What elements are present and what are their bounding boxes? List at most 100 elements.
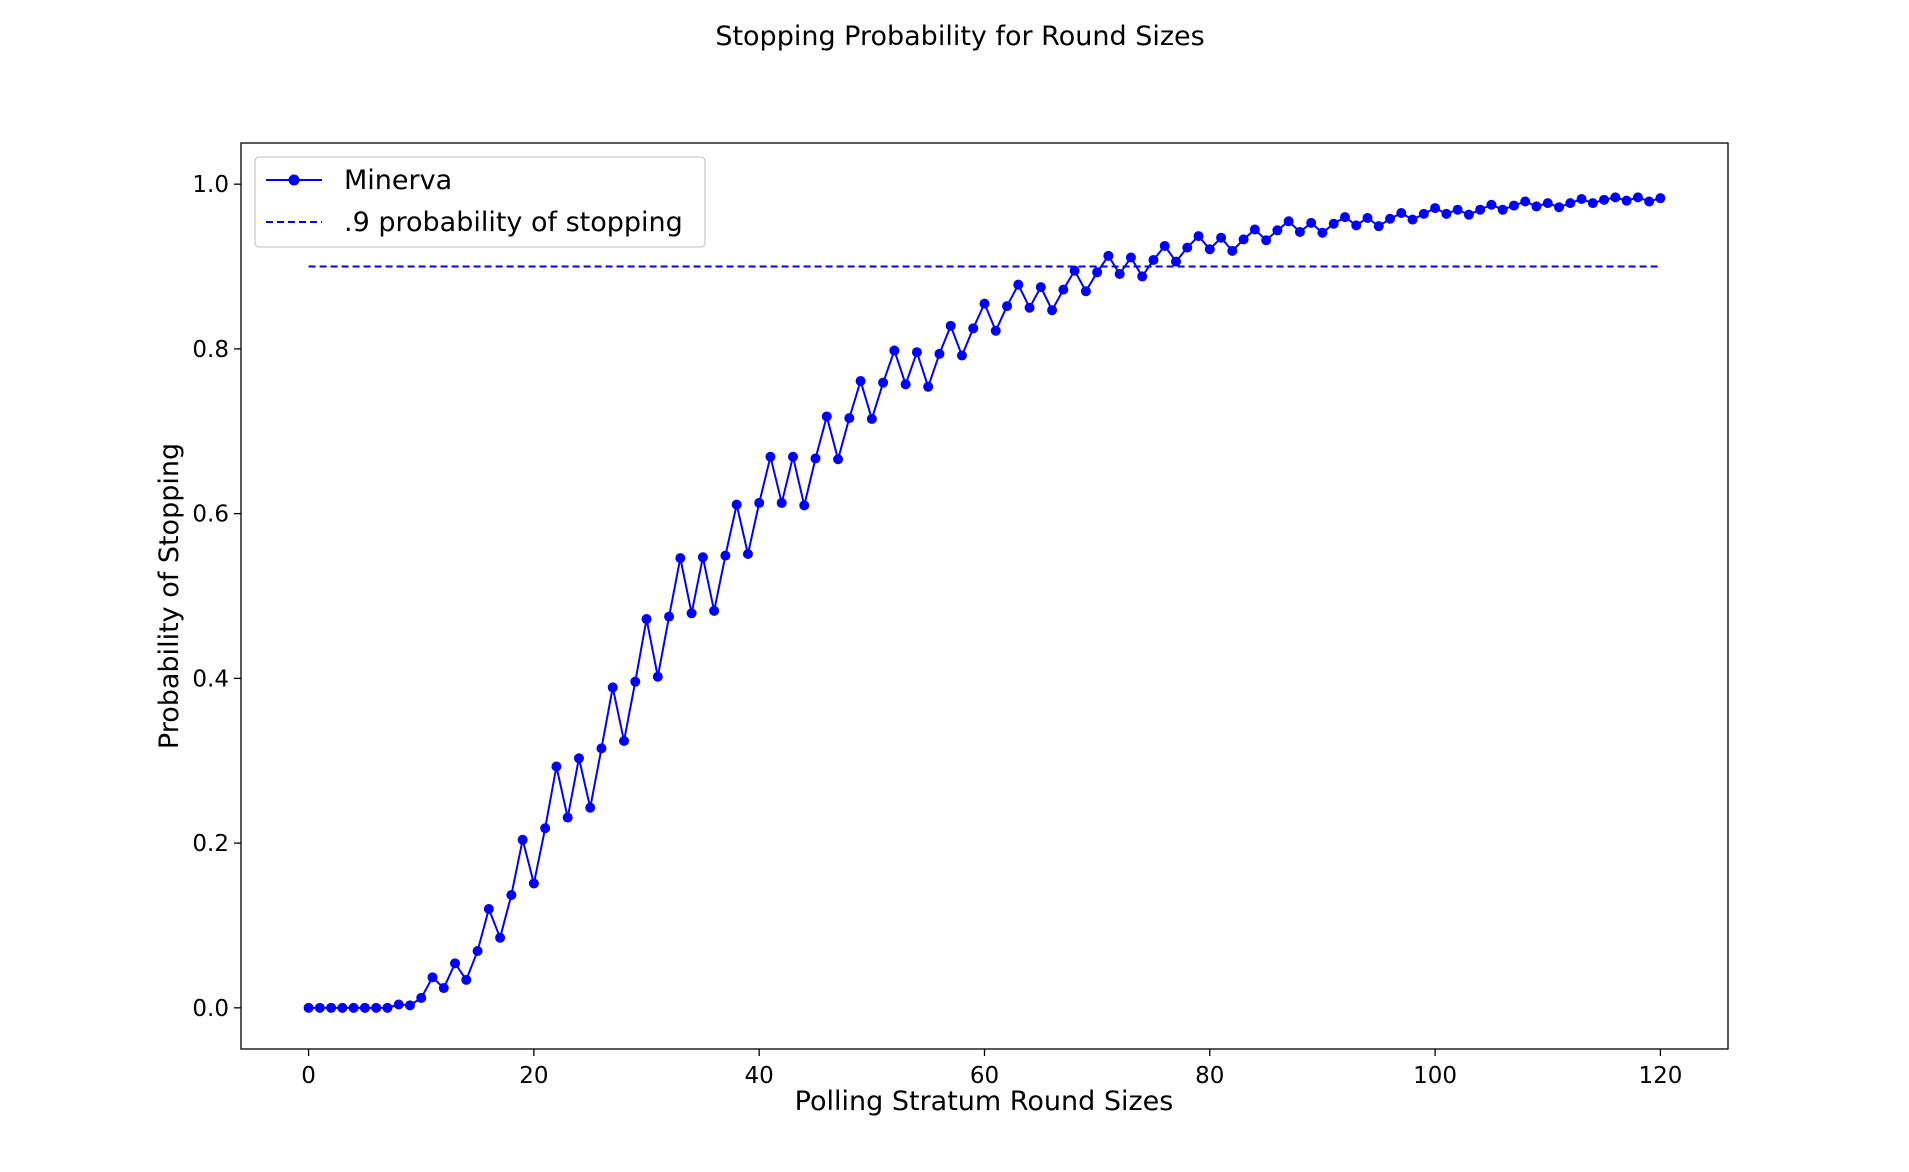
minerva-data-point (1610, 192, 1621, 203)
minerva-data-point (472, 945, 483, 956)
minerva-data-point (1024, 302, 1035, 313)
x-tick-label: 100 (1413, 1063, 1457, 1089)
minerva-data-point (1092, 267, 1103, 278)
minerva-data-point (1058, 284, 1069, 295)
minerva-data-point (1407, 214, 1418, 225)
minerva-data-point (1362, 212, 1373, 223)
x-tick-label: 80 (1195, 1063, 1224, 1089)
minerva-data-point (1249, 224, 1260, 235)
minerva-data-point (517, 834, 528, 845)
minerva-data-point (1182, 242, 1193, 253)
y-tick-label: 0.0 (192, 996, 229, 1022)
minerva-data-point (1508, 200, 1519, 211)
minerva-data-point (1373, 221, 1384, 232)
chart-title: Stopping Probability for Round Sizes (715, 21, 1204, 52)
minerva-data-point (878, 377, 889, 388)
minerva-data-point (585, 802, 596, 813)
legend-box (254, 156, 706, 248)
minerva-data-point (1554, 202, 1565, 213)
legend-label-minerva: Minerva (344, 165, 452, 196)
minerva-data-point (1621, 195, 1632, 206)
minerva-data-point (1475, 204, 1486, 215)
minerva-data-point (1002, 301, 1013, 312)
minerva-data-point (1148, 254, 1159, 265)
minerva-data-point (630, 676, 641, 687)
minerva-data-point (1328, 218, 1339, 229)
x-tick-label: 20 (519, 1063, 548, 1089)
minerva-data-point (1272, 225, 1283, 236)
minerva-data-point (326, 1002, 337, 1013)
minerva-data-point (1385, 213, 1396, 224)
minerva-data-point (1171, 256, 1182, 267)
minerva-data-point (1452, 204, 1463, 215)
minerva-data-point (742, 548, 753, 559)
minerva-data-point (562, 812, 573, 823)
minerva-data-point (855, 376, 866, 387)
x-tick-label: 120 (1638, 1063, 1682, 1089)
minerva-data-point (821, 411, 832, 422)
minerva-data-point (990, 325, 1001, 336)
minerva-data-point (641, 614, 652, 625)
x-axis: 0 20 40 60 80 100 120 (301, 1049, 1682, 1089)
minerva-data-point (1193, 231, 1204, 242)
y-tick-label: 0.2 (192, 831, 229, 857)
minerva-data-point (652, 671, 663, 682)
minerva-data-point (1069, 265, 1080, 276)
minerva-data-point (314, 1002, 325, 1013)
minerva-data-point (1565, 198, 1576, 209)
minerva-data-point (709, 605, 720, 616)
minerva-data-point (1261, 235, 1272, 246)
minerva-data-point (1035, 282, 1046, 293)
minerva-data-point (1497, 204, 1508, 215)
minerva-data-point (1542, 198, 1553, 209)
minerva-data-point (540, 823, 551, 834)
legend-label-threshold: .9 probability of stopping (344, 207, 683, 238)
y-tick-label: 1.0 (192, 172, 229, 198)
minerva-data-point (776, 497, 787, 508)
minerva-data-point (1159, 240, 1170, 251)
minerva-data-point (731, 499, 742, 510)
minerva-data-point (1317, 227, 1328, 238)
minerva-data-point (303, 1002, 314, 1013)
minerva-data-point (720, 550, 731, 561)
minerva-data-point (607, 682, 618, 693)
minerva-data-point (923, 381, 934, 392)
minerva-data-point (979, 298, 990, 309)
minerva-data-point (596, 743, 607, 754)
minerva-data-point (1204, 244, 1215, 255)
minerva-series-line (308, 196, 1661, 1009)
minerva-data-point (1080, 286, 1091, 297)
minerva-data-point (956, 350, 967, 361)
x-axis-label: Polling Stratum Round Sizes (795, 1086, 1174, 1117)
minerva-data-point (1294, 226, 1305, 237)
minerva-data-point (1283, 216, 1294, 227)
minerva-data-point (1655, 193, 1666, 204)
minerva-data-point (1125, 252, 1136, 263)
minerva-data-point (833, 454, 844, 465)
minerva-data-point (1520, 196, 1531, 207)
minerva-data-point (1339, 212, 1350, 223)
minerva-data-point (551, 761, 562, 772)
minerva-data-point (900, 379, 911, 390)
minerva-data-point (787, 451, 798, 462)
minerva-data-point (416, 992, 427, 1003)
x-tick-label: 60 (970, 1063, 999, 1089)
y-tick-label: 0.4 (192, 666, 229, 692)
series-layer (303, 192, 1666, 1013)
minerva-data-point (844, 413, 855, 424)
minerva-data-point (686, 608, 697, 619)
minerva-data-point (866, 413, 877, 424)
minerva-data-point (664, 611, 675, 622)
minerva-data-point (675, 553, 686, 564)
minerva-data-point (1430, 203, 1441, 214)
minerva-data-point (427, 972, 438, 983)
minerva-data-point (754, 497, 765, 508)
y-tick-label: 0.6 (192, 502, 229, 528)
minerva-data-point (810, 453, 821, 464)
minerva-data-point (359, 1002, 370, 1013)
x-tick-label: 40 (745, 1063, 774, 1089)
minerva-data-point (889, 345, 900, 356)
minerva-data-point (1644, 196, 1655, 207)
minerva-data-point (1599, 194, 1610, 205)
